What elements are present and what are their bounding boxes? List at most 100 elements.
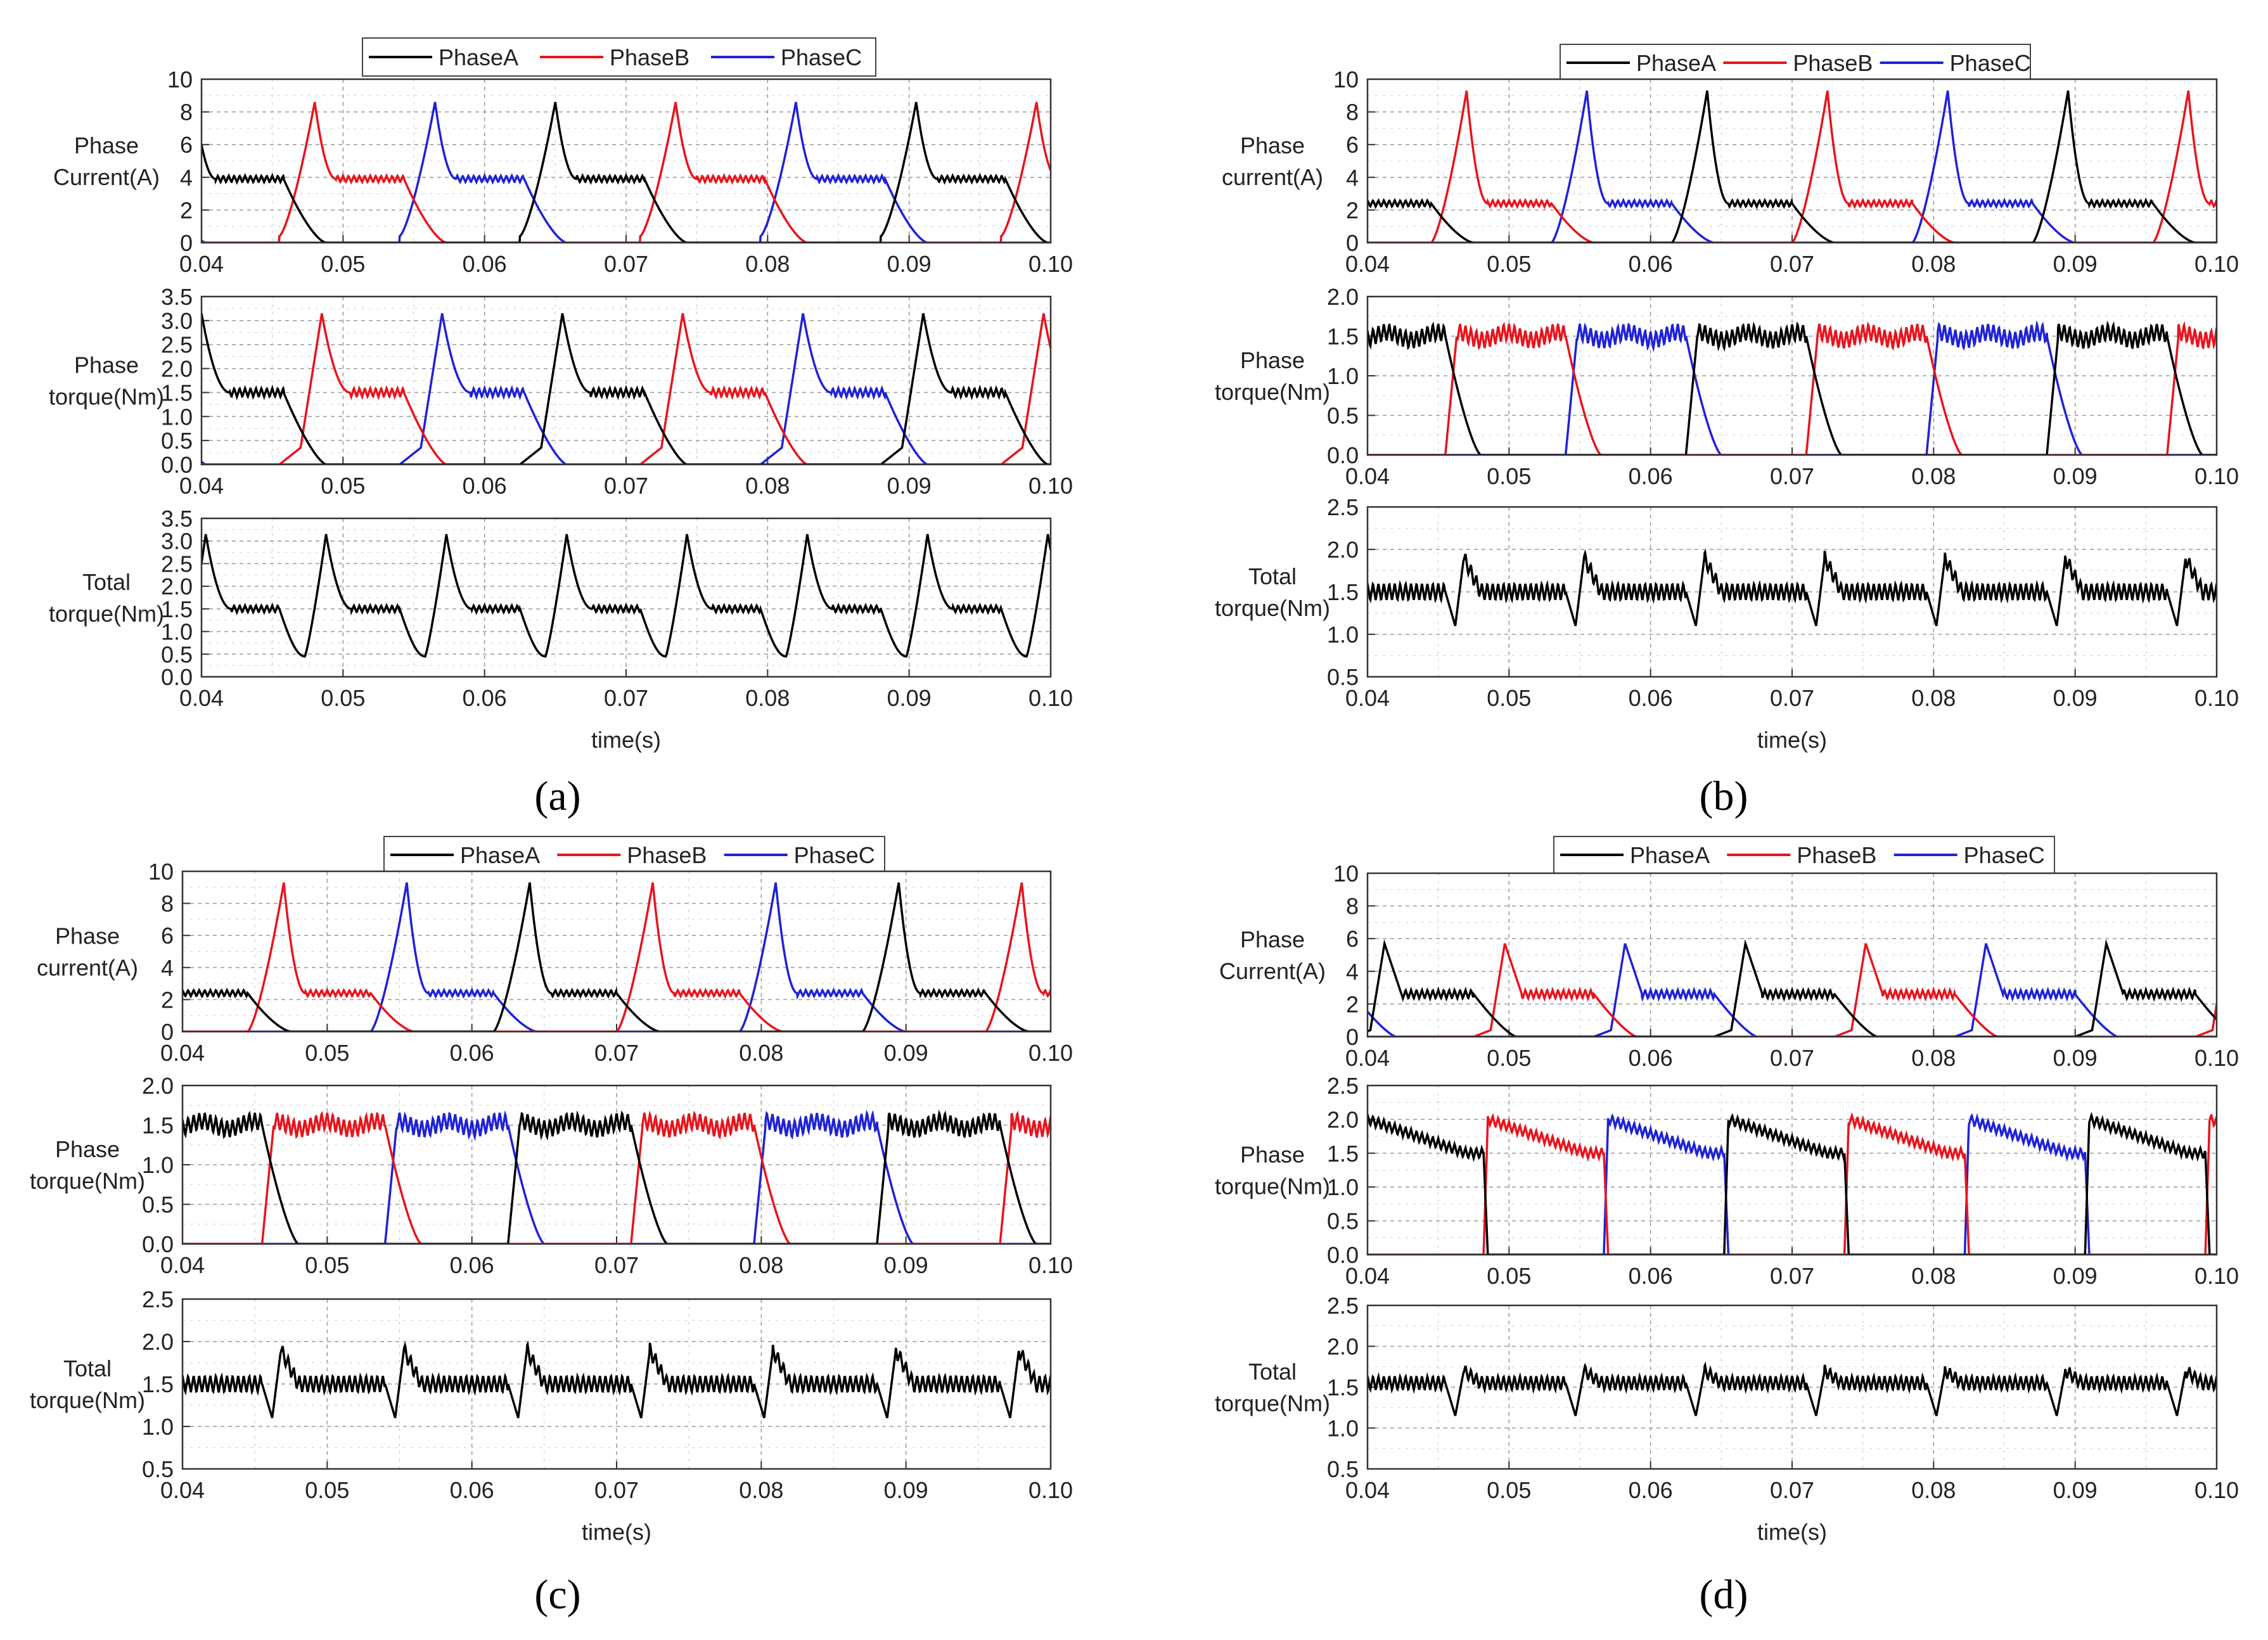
- legend-label-phasea: PhaseA: [1636, 50, 1716, 76]
- y-tick-label: 8: [1346, 99, 1359, 125]
- x-tick-label: 0.05: [305, 1252, 349, 1278]
- x-tick-label: 0.08: [1911, 1263, 1956, 1289]
- x-tick-label: 0.09: [887, 473, 932, 499]
- y-axis-label: torque(Nm): [30, 1387, 145, 1413]
- y-tick-label: 10: [1333, 67, 1359, 93]
- y-tick-label: 10: [167, 67, 193, 93]
- x-tick-label: 0.06: [1629, 1263, 1673, 1289]
- y-tick-label: 1.5: [142, 1113, 174, 1139]
- y-axis-label: Phase: [74, 132, 139, 158]
- plot-frame: [200, 517, 1052, 678]
- legend-label-phaseb: PhaseB: [1793, 50, 1873, 76]
- x-tick-label: 0.06: [463, 685, 507, 711]
- x-axis-label: time(s): [582, 1519, 651, 1545]
- y-tick-label: 1.0: [1327, 363, 1359, 389]
- y-axis-label: Total: [63, 1355, 112, 1381]
- y-axis-label: Phase: [1240, 926, 1305, 952]
- y-tick-label: 2.5: [1327, 1073, 1359, 1099]
- y-tick-label: 0.5: [1327, 1456, 1359, 1482]
- y-tick-label: 1.5: [1327, 579, 1359, 605]
- x-tick-label: 0.09: [884, 1252, 928, 1278]
- x-tick-label: 0.08: [1911, 1045, 1956, 1071]
- x-tick-label: 0.09: [2053, 685, 2098, 711]
- y-tick-label: 2.5: [161, 332, 193, 358]
- y-tick-label: 6: [1346, 132, 1359, 158]
- plot-frame: [200, 78, 1052, 244]
- panel-b-3: 0.5 1.0 1.5 2.0 2.5 0.04 0.05 0.06 0.07 0.08 0.09 0…: [1215, 494, 2239, 753]
- series-phasea: [202, 313, 1051, 464]
- x-tick-label: 0.07: [1770, 1477, 1814, 1503]
- y-tick-label: 2.5: [1327, 494, 1359, 520]
- x-tick-label: 0.07: [1770, 685, 1814, 711]
- series-total-torque: [202, 534, 1051, 658]
- x-tick-label: 0.10: [1028, 1252, 1073, 1278]
- y-tick-label: 0.0: [142, 1231, 174, 1257]
- y-axis-label: Phase: [74, 352, 139, 378]
- series-phaseb: [1368, 321, 2217, 455]
- y-tick-label: 8: [180, 99, 193, 125]
- x-axis-label: time(s): [1757, 1519, 1827, 1545]
- y-tick-label: 6: [161, 923, 174, 949]
- x-tick-label: 0.06: [450, 1477, 494, 1503]
- panel-a-2: 0.00.51.01.52.02.53.03.5 0.04 0.05 0.06 0.07…: [49, 284, 1073, 499]
- x-tick-label: 0.08: [739, 1477, 783, 1503]
- x-tick-label: 0.07: [1770, 463, 1814, 489]
- x-tick-label: 0.05: [1487, 685, 1531, 711]
- y-axis-label: Phase: [1240, 1142, 1305, 1168]
- y-tick-label: 8: [161, 891, 174, 917]
- x-tick-label: 0.09: [2053, 1263, 2098, 1289]
- series-phaseb: [202, 101, 1051, 243]
- y-tick-label: 3.5: [161, 506, 193, 532]
- x-tick-label: 0.05: [321, 685, 365, 711]
- x-tick-label: 0.07: [1770, 251, 1814, 277]
- y-tick-label: 10: [148, 859, 174, 885]
- x-tick-label: 0.04: [160, 1477, 205, 1503]
- legend-label-phasec: PhaseC: [781, 44, 862, 70]
- x-tick-label: 0.04: [1345, 1263, 1390, 1289]
- series-phasec: [202, 101, 1051, 243]
- plot-frame: [1366, 872, 2218, 1038]
- plot-frame: [181, 1298, 1052, 1470]
- y-tick-label: 2.5: [161, 551, 193, 577]
- x-tick-label: 0.05: [321, 473, 365, 499]
- y-tick-label: 0.5: [161, 641, 193, 667]
- x-tick-label: 0.06: [463, 251, 507, 277]
- y-tick-label: 1.5: [142, 1371, 174, 1397]
- plot-frame: [200, 295, 1052, 466]
- y-tick-label: 2.0: [161, 573, 193, 599]
- x-tick-label: 0.08: [1911, 463, 1956, 489]
- y-tick-label: 1.5: [161, 596, 193, 622]
- x-tick-label: 0.10: [2194, 251, 2239, 277]
- x-tick-label: 0.04: [179, 251, 224, 277]
- x-tick-label: 0.09: [2053, 251, 2098, 277]
- subfigure-caption: (c): [534, 1572, 580, 1618]
- series-phaseb: [183, 1110, 1051, 1244]
- x-tick-label: 0.07: [1770, 1045, 1814, 1071]
- x-tick-label: 0.10: [1028, 473, 1073, 499]
- y-axis-label: torque(Nm): [1215, 595, 1330, 621]
- y-tick-label: 1.5: [1327, 1374, 1359, 1400]
- subfigure-caption: (a): [534, 773, 580, 819]
- y-tick-label: 2.0: [1327, 284, 1359, 310]
- x-tick-label: 0.04: [1345, 251, 1390, 277]
- legend-label-phaseb: PhaseB: [1797, 842, 1876, 868]
- y-tick-label: 0.0: [1327, 442, 1359, 468]
- legend-label-phasec: PhaseC: [794, 842, 875, 868]
- y-tick-label: 2.0: [1327, 1334, 1359, 1360]
- y-axis-label: Current(A): [53, 164, 160, 190]
- x-tick-label: 0.06: [450, 1252, 494, 1278]
- series-phaseb: [1368, 90, 2217, 243]
- y-tick-label: 0.0: [1327, 1242, 1359, 1268]
- series-phasec: [1368, 1113, 2217, 1255]
- y-tick-label: 1.0: [161, 619, 193, 645]
- legend-box: [1560, 44, 2031, 82]
- panel-d-3: 0.5 1.0 1.5 2.0 2.5 0.04 0.05 0.06 0.07 0.08 0.09 0…: [1215, 1293, 2239, 1545]
- y-axis-label: torque(Nm): [49, 601, 164, 627]
- y-tick-label: 4: [1346, 959, 1359, 985]
- y-tick-label: 0: [1346, 230, 1359, 256]
- x-tick-label: 0.09: [2053, 1477, 2098, 1503]
- y-tick-label: 3.0: [161, 308, 193, 334]
- x-tick-label: 0.04: [1345, 463, 1390, 489]
- y-tick-label: 2.0: [1327, 537, 1359, 563]
